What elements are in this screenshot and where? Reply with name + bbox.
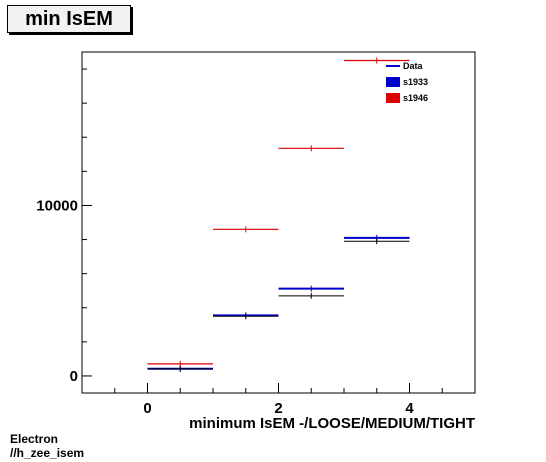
- footer-electron: Electron: [10, 432, 59, 446]
- footer-histogram-path: //h_zee_isem: [10, 446, 85, 460]
- x-axis-label: minimum IsEM -/LOOSE/MEDIUM/TIGHT: [189, 415, 475, 432]
- legend: Data s1933 s1946: [386, 61, 428, 103]
- x-tick-label: 2: [274, 400, 282, 417]
- series-s1933: [147, 234, 410, 372]
- legend-swatch-s1946: [386, 93, 400, 103]
- legend-swatch-s1933: [386, 77, 400, 87]
- plot-frame: [81, 51, 476, 394]
- data-marks: [147, 57, 410, 372]
- series-s1946: [147, 57, 410, 367]
- series-data: [147, 238, 410, 372]
- x-tick-label: 0: [143, 400, 151, 417]
- legend-label-s1933: s1933: [403, 77, 428, 87]
- y-tick-label: 10000: [36, 197, 78, 214]
- legend-label-s1946: s1946: [403, 93, 428, 103]
- axes: 0 2 4 0 10000: [36, 68, 476, 417]
- legend-label-data: Data: [403, 61, 424, 71]
- y-tick-label: 0: [70, 368, 78, 385]
- chart-title: min IsEM: [7, 5, 131, 33]
- x-tick-label: 4: [405, 400, 414, 417]
